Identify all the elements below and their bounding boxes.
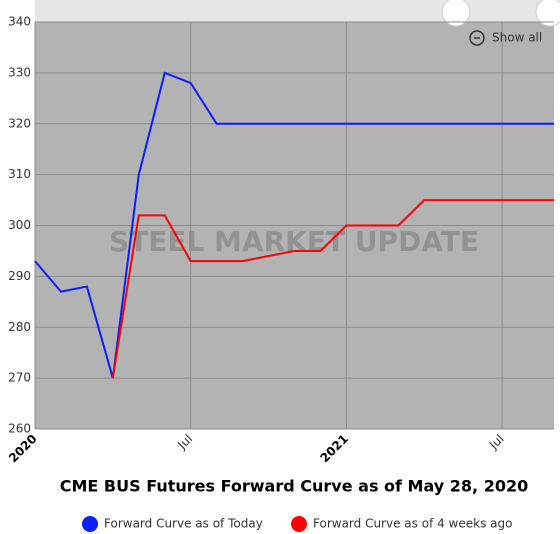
scrollbar[interactable] [35,0,554,22]
y-tick-label: 290 [8,269,31,283]
zoom-button-label[interactable]: Show all [492,31,542,45]
y-tick-label: 310 [8,167,31,181]
y-tick-label: 340 [8,15,31,29]
zoom-icon [469,30,485,46]
chart-title: CME BUS Futures Forward Curve as of May … [60,477,528,496]
scroll-handle[interactable] [535,0,560,27]
zoom-button[interactable]: Show all [469,30,542,46]
y-tick-label: 280 [8,320,31,334]
y-tick-label: 300 [8,218,31,232]
legend-item[interactable]: Forward Curve as of Today [82,516,263,532]
series-line [34,71,554,379]
legend-item[interactable]: Forward Curve as of 4 weeks ago [291,516,512,532]
y-tick-label: 270 [8,371,31,385]
legend-marker [291,516,307,532]
watermark: STEEL MARKET UPDATE [109,225,479,258]
x-tick-label: 2021 [317,432,351,466]
x-tick-label: 2020 [6,432,40,466]
series-line [111,199,554,379]
legend-marker [82,516,98,532]
legend-label: Forward Curve as of Today [104,517,263,531]
y-tick-label: 330 [8,65,31,79]
scroll-handle[interactable] [441,0,471,27]
y-tick-label: 260 [8,422,31,436]
y-tick-label: 320 [8,116,31,130]
legend-label: Forward Curve as of 4 weeks ago [313,517,512,531]
x-tick-label: Jul [486,432,507,453]
x-tick-label: Jul [174,432,195,453]
